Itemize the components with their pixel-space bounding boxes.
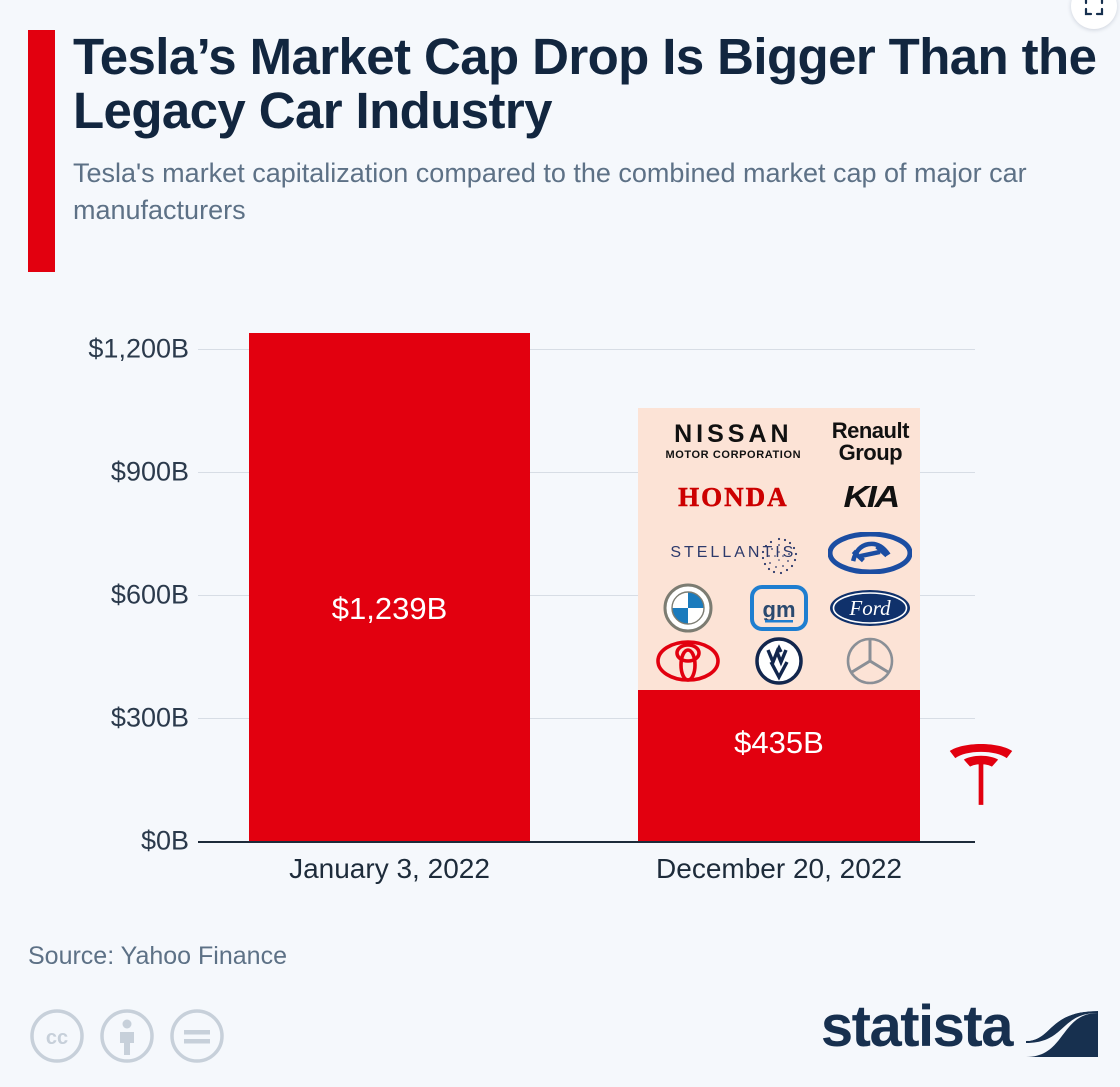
kia-logo-text: KIA [843,479,900,515]
plot-area: $1,200B $900B $600B $300B $0B $1,239B $4… [88,333,975,920]
bmw-logo-icon [663,583,713,633]
mercedes-logo [825,636,916,686]
stellantis-logo: STELLANTIS [642,525,825,581]
svg-text:Ford: Ford [849,596,892,620]
footer: Source: Yahoo Finance cc statista [0,925,1120,1087]
volkswagen-logo [733,636,824,686]
nissan-logo-line2: MOTOR CORPORATION [665,449,802,462]
svg-text:gm: gm [762,597,795,622]
statista-wordmark: statista [820,994,1014,1059]
statista-mark-icon [1026,997,1098,1057]
statista-brand[interactable]: statista [821,997,1098,1057]
nissan-logo-line1: NISSAN [674,420,793,449]
page-title: Tesla’s Market Cap Drop Is Bigger Than t… [73,28,1097,139]
renault-logo-line1: Renault [831,417,910,443]
ford-logo: Ford [825,581,916,637]
gridline-600 [198,595,975,596]
attribution-icon[interactable] [98,1007,156,1065]
ytick-label-600: $600B [110,579,189,610]
expand-button[interactable] [1071,0,1117,29]
ytick-label-0: $0B [140,825,189,856]
stellantis-logo-text: STELLANTIS [670,543,797,561]
header: Tesla’s Market Cap Drop Is Bigger Than t… [28,30,1108,272]
header-text: Tesla’s Market Cap Drop Is Bigger Than t… [73,30,1103,228]
bar-dec-2022[interactable]: $435B [638,663,920,841]
volkswagen-logo-icon [755,637,803,685]
mercedes-logo-icon [847,637,894,685]
kia-logo: KIA [825,470,916,526]
axis-baseline [198,841,975,843]
bmw-logo [642,581,733,637]
toyota-logo [642,636,733,686]
gridline-900 [198,472,975,473]
license-badges: cc [28,1007,226,1065]
no-derivatives-icon[interactable] [168,1007,226,1065]
toyota-logo-icon [655,640,720,682]
ytick-label-300: $300B [110,702,189,733]
gridline-300 [198,718,975,719]
xtick-label-jan-2022: January 3, 2022 [289,853,490,884]
bar-jan-2022[interactable]: $1,239B [249,333,530,841]
ytick-label-900: $900B [110,456,189,487]
tesla-logo [949,744,1013,805]
chart: $1,200B $900B $600B $300B $0B $1,239B $4… [0,300,1120,925]
hyundai-logo-icon [828,531,913,574]
ytick-label-1200: $1,200B [88,333,189,364]
stellantis-swirl-icon [762,537,798,574]
honda-logo-text: HONDA [678,481,789,513]
renault-logo-line2: Group [838,439,903,465]
source-label: Source: Yahoo Finance [28,942,287,970]
nissan-logo: NISSAN MOTOR CORPORATION [642,414,825,470]
accent-bar [28,30,55,272]
bar-value-jan-2022: $1,239B [331,591,448,626]
gm-logo-icon: gm [749,585,808,632]
xtick-label-dec-2022: December 20, 2022 [656,853,902,884]
svg-text:cc: cc [46,1027,68,1049]
bar-value-dec-2022: $435B [734,725,824,760]
expand-icon [1084,0,1104,16]
renault-logo: Renault Group [825,414,916,470]
gridline-1200 [198,349,975,350]
cc-icon[interactable]: cc [28,1007,86,1065]
legacy-automakers-logo-box: NISSAN MOTOR CORPORATION Renault Group H… [638,408,920,690]
hyundai-logo [825,525,916,581]
page-subtitle: Tesla's market capitalization compared t… [73,158,1027,225]
honda-logo: HONDA [642,470,825,526]
gm-logo: gm [733,581,824,637]
ford-logo-icon: Ford [830,590,911,627]
